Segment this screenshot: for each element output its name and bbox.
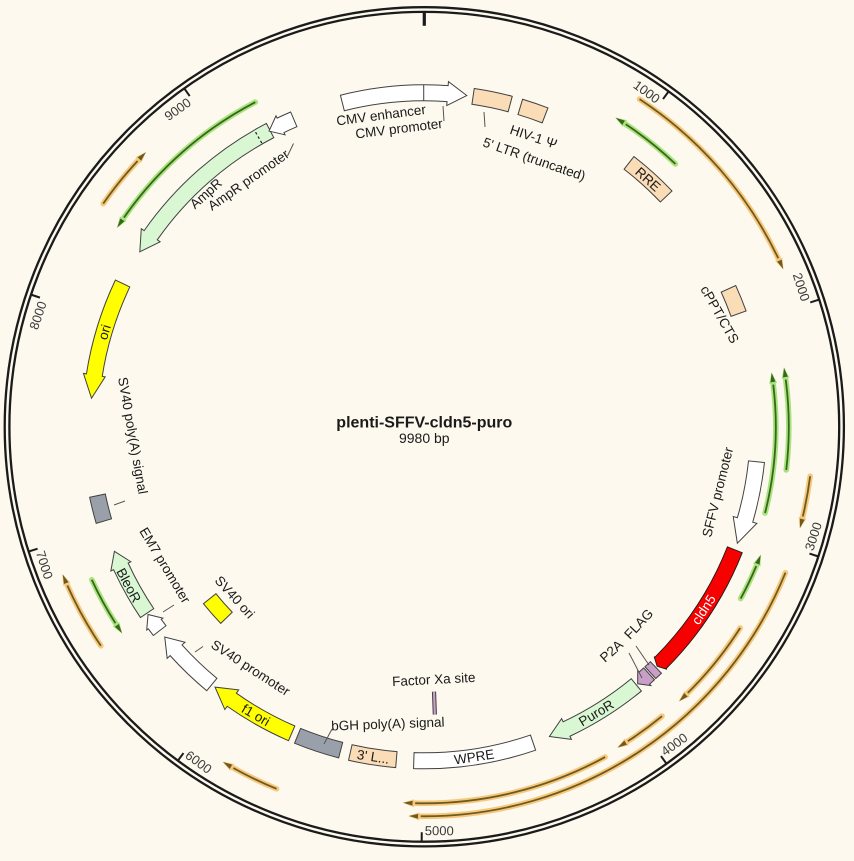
svg-text:5000: 5000: [425, 823, 454, 838]
svg-text:plenti-SFFV-cldn5-puro: plenti-SFFV-cldn5-puro: [336, 415, 512, 432]
svg-text:9980 bp: 9980 bp: [399, 430, 450, 446]
